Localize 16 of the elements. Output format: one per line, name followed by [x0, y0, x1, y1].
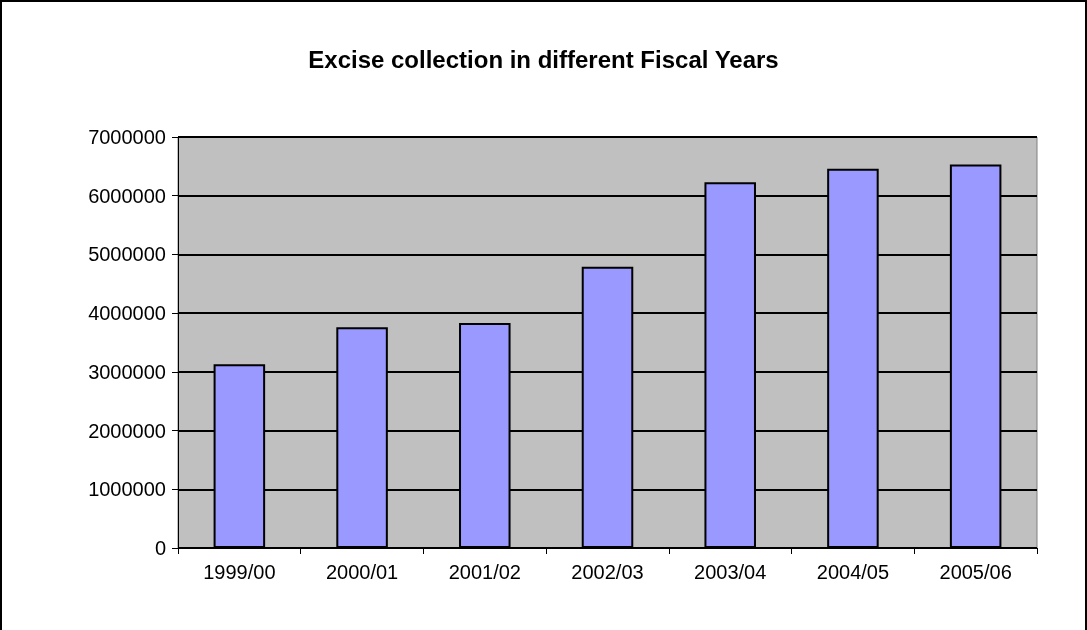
y-tick-label: 1000000 — [88, 478, 166, 501]
y-tick-label: 7000000 — [88, 126, 166, 148]
chart-title: Excise collection in different Fiscal Years — [308, 45, 779, 73]
y-tick-label: 3000000 — [88, 360, 166, 383]
x-tick-label: 2004/05 — [816, 561, 890, 583]
x-tick-label: 2002/03 — [571, 561, 644, 583]
y-tick-label: 5000000 — [88, 243, 166, 266]
y-tick-label: 2000000 — [88, 419, 166, 442]
x-tick-label: 1999/00 — [203, 561, 276, 583]
y-tick-label: 6000000 — [88, 184, 166, 207]
y-tick-label: 0 — [154, 537, 166, 559]
x-tick-label: 2000/01 — [325, 561, 399, 583]
x-tick-label: 2001/02 — [448, 561, 521, 583]
x-tick-label: 2005/06 — [939, 561, 1012, 583]
y-tick-label: 4000000 — [88, 302, 166, 325]
x-tick-label: 2003/04 — [694, 561, 767, 583]
